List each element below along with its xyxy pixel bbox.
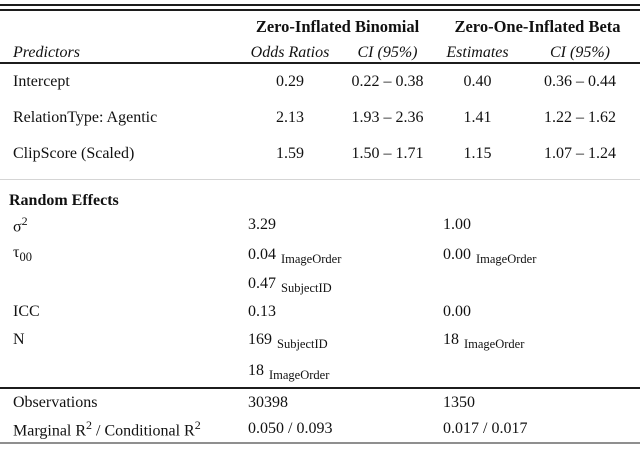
- column-header-row: Predictors Odds Ratios CI (95%) Estimate…: [0, 43, 640, 62]
- odds-ratio-value: 2.13: [276, 109, 304, 126]
- n-zib-value-2-number: 18: [248, 361, 264, 379]
- r2-zoib-value: 0.017 / 0.017: [443, 420, 528, 437]
- random-effects-row-tau00-line2: 0.47 SubjectID: [0, 270, 640, 298]
- estimate-ci-value: 1.07 – 1.24: [544, 145, 616, 162]
- odds-ratio-ci-value: 1.50 – 1.71: [351, 145, 424, 162]
- r2-superscript-2: 2: [194, 417, 201, 432]
- tau00-label: τ00: [0, 244, 240, 265]
- n-label: N: [13, 331, 25, 348]
- model-header-zero-one-inflated-beta: Zero-One-Inflated Beta: [454, 17, 621, 36]
- random-effects-row-n-line1: N 169 SubjectID 18 ImageOrder: [0, 326, 640, 354]
- odds-ratio-ci-value: 0.22 – 0.38: [351, 73, 424, 90]
- icc-zib-value: 0.13: [248, 303, 276, 320]
- sigma-symbol: σ: [13, 218, 22, 236]
- n-zib-value-1: 169 SubjectID: [240, 331, 435, 351]
- n-zib-group-1: SubjectID: [277, 337, 328, 351]
- n-zoib-value-1: 18 ImageOrder: [435, 331, 640, 351]
- n-zoib-value-1-number: 18: [443, 331, 459, 348]
- footer-separator-rule: [0, 387, 640, 389]
- estimate-ci-value: 0.36 – 0.44: [544, 73, 616, 90]
- sigma2-label: σ2: [0, 214, 240, 236]
- estimate-value: 1.15: [463, 145, 492, 162]
- r2-label-marginal: Marginal R: [13, 422, 87, 440]
- random-effects-separator-rule: [0, 179, 640, 180]
- tau00-zib-value-2: 0.47 SubjectID: [240, 275, 435, 295]
- icc-label: ICC: [13, 303, 40, 320]
- observations-label: Observations: [13, 393, 98, 411]
- tau00-zib-group-1: ImageOrder: [281, 252, 342, 266]
- r2-label: Marginal R2 / Conditional R2: [0, 418, 240, 440]
- observations-zib-value: 30398: [248, 393, 288, 411]
- odds-ratio-value: 1.59: [276, 145, 304, 162]
- odds-ratio-ci-value: 1.93 – 2.36: [351, 109, 424, 126]
- n-zib-value-2: 18 ImageOrder: [240, 361, 435, 382]
- tau00-subscript: 00: [19, 250, 32, 265]
- estimate-ci-value: 1.22 – 1.62: [544, 109, 616, 126]
- predictor-label: Intercept: [13, 73, 70, 90]
- n-zoib-group-1: ImageOrder: [464, 337, 525, 351]
- odds-ratio-value: 0.29: [276, 73, 304, 90]
- tau00-zib-value-1: 0.04 ImageOrder: [240, 246, 435, 266]
- predictor-label: RelationType: Agentic: [13, 109, 158, 126]
- footer-row-observations: Observations 30398 1350: [0, 389, 640, 416]
- n-zib-value-1-number: 169: [248, 331, 272, 348]
- r2-superscript-1: 2: [86, 417, 93, 432]
- predictor-row-intercept: Intercept 0.29 0.22 – 0.38 0.40 0.36 – 0…: [0, 64, 640, 100]
- estimate-value: 0.40: [463, 73, 492, 90]
- estimate-value: 1.41: [463, 109, 492, 126]
- table-bottom-rule: [0, 442, 640, 444]
- column-header-estimates: Estimates: [446, 43, 509, 61]
- column-header-ci-zib: CI (95%): [357, 43, 418, 61]
- model-header-zero-inflated-binomial: Zero-Inflated Binomial: [255, 17, 420, 36]
- column-header-predictors: Predictors: [13, 43, 80, 61]
- table-top-double-rule: [0, 4, 640, 11]
- random-effects-section-title: Random Effects: [9, 192, 119, 209]
- tau00-zoib-value-1-number: 0.00: [443, 246, 471, 263]
- r2-label-conditional: / Conditional R: [92, 422, 195, 440]
- tau00-zoib-value-1: 0.00 ImageOrder: [435, 246, 640, 266]
- predictor-label: ClipScore (Scaled): [13, 145, 135, 162]
- tau-symbol: τ: [13, 244, 20, 262]
- tau00-zib-value-1-number: 0.04: [248, 246, 276, 263]
- observations-zoib-value: 1350: [443, 393, 475, 411]
- predictor-row-relationtype-agentic: RelationType: Agentic 2.13 1.93 – 2.36 1…: [0, 100, 640, 136]
- footer-row-r2: Marginal R2 / Conditional R2 0.050 / 0.0…: [0, 416, 640, 442]
- n-zib-group-2: ImageOrder: [269, 367, 330, 382]
- icc-zoib-value: 0.00: [443, 303, 471, 320]
- random-effects-row-sigma2: σ2 3.29 1.00: [0, 210, 640, 240]
- sigma2-zoib-value: 1.00: [443, 216, 471, 233]
- column-header-ci-zoib: CI (95%): [550, 43, 610, 61]
- column-header-odds-ratios: Odds Ratios: [250, 43, 330, 61]
- random-effects-row-icc: ICC 0.13 0.00: [0, 298, 640, 326]
- r2-zib-value: 0.050 / 0.093: [248, 420, 333, 437]
- tau00-zib-value-2-number: 0.47: [248, 275, 276, 292]
- tau00-zib-group-2: SubjectID: [281, 281, 332, 295]
- predictor-row-clipscore-scaled: ClipScore (Scaled) 1.59 1.50 – 1.71 1.15…: [0, 136, 640, 172]
- sigma2-zib-value: 3.29: [248, 216, 276, 233]
- sigma2-superscript: 2: [21, 213, 28, 228]
- tau00-zoib-group-1: ImageOrder: [476, 252, 537, 266]
- random-effects-section-header-row: Random Effects: [0, 180, 640, 210]
- random-effects-row-n-line2: 18 ImageOrder: [0, 354, 640, 387]
- model-header-row: Zero-Inflated Binomial Zero-One-Inflated…: [0, 11, 640, 43]
- header-separator-rule: [0, 62, 640, 64]
- random-effects-row-tau00-line1: τ00 0.04 ImageOrder 0.00 ImageOrder: [0, 240, 640, 270]
